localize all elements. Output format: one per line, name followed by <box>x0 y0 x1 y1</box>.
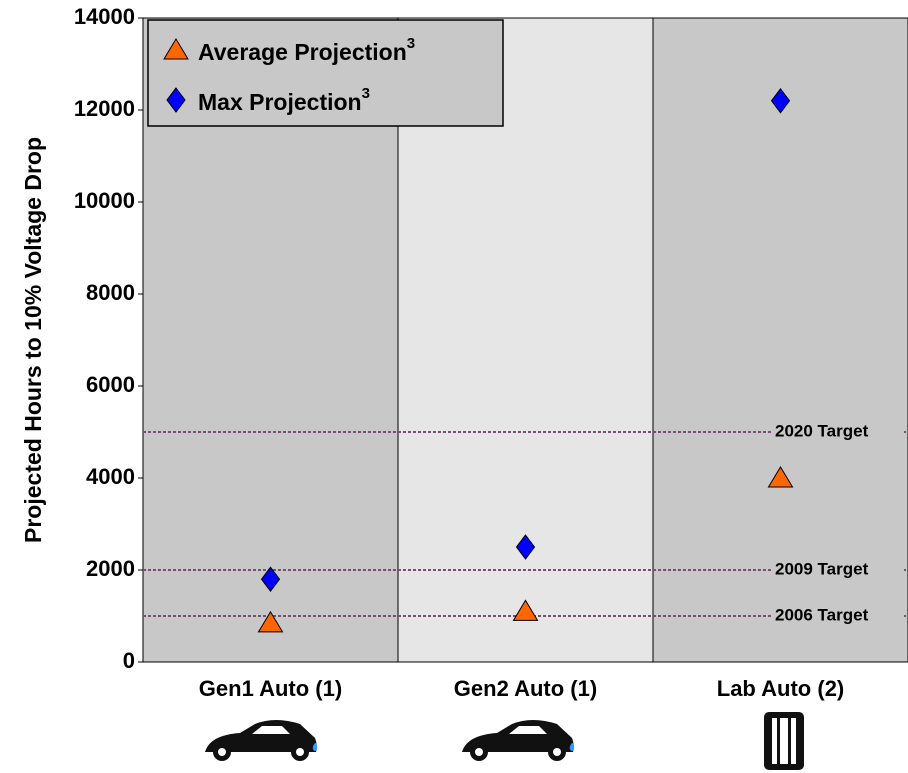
y-tick-label: 6000 <box>86 372 135 397</box>
reference-label-bg <box>772 606 904 626</box>
y-tick-label: 4000 <box>86 464 135 489</box>
x-tick-label: Gen2 Auto (1) <box>454 676 597 701</box>
y-tick-label: 10000 <box>74 188 135 213</box>
x-tick-label: Lab Auto (2) <box>717 676 845 701</box>
y-tick-label: 8000 <box>86 280 135 305</box>
y-tick-label: 14000 <box>74 4 135 29</box>
reference-label-bg <box>772 422 904 442</box>
legend-label: Max Projection3 <box>198 85 370 115</box>
y-tick-label: 12000 <box>74 96 135 121</box>
diamond-marker <box>260 566 281 593</box>
y-axis-label: Projected Hours to 10% Voltage Drop <box>20 137 46 543</box>
triangle-marker <box>512 599 539 621</box>
legend-footnote: 3 <box>407 35 415 52</box>
legend-marker <box>163 38 189 60</box>
diamond-marker <box>770 87 791 114</box>
legend-marker <box>166 87 186 113</box>
legend-name: Average Projection <box>198 39 407 65</box>
legend-box <box>147 19 504 127</box>
reference-label: 2020 Target <box>775 421 869 440</box>
reference-label: 2006 Target <box>775 605 869 624</box>
car-icon <box>205 720 318 761</box>
y-tick-label: 2000 <box>86 556 135 581</box>
triangle-marker <box>767 466 794 488</box>
legend-label: Average Projection3 <box>198 35 415 65</box>
legend-name: Max Projection <box>198 89 362 115</box>
panel <box>652 17 908 663</box>
x-tick-label: Gen1 Auto (1) <box>199 676 342 701</box>
y-tick-label: 0 <box>123 648 135 673</box>
stack-icon <box>764 712 804 770</box>
car-icon <box>462 720 575 761</box>
diamond-marker <box>515 534 536 560</box>
triangle-marker <box>257 610 284 633</box>
reference-label-bg <box>772 560 904 580</box>
reference-label: 2009 Target <box>775 559 869 578</box>
legend-footnote: 3 <box>362 85 370 102</box>
